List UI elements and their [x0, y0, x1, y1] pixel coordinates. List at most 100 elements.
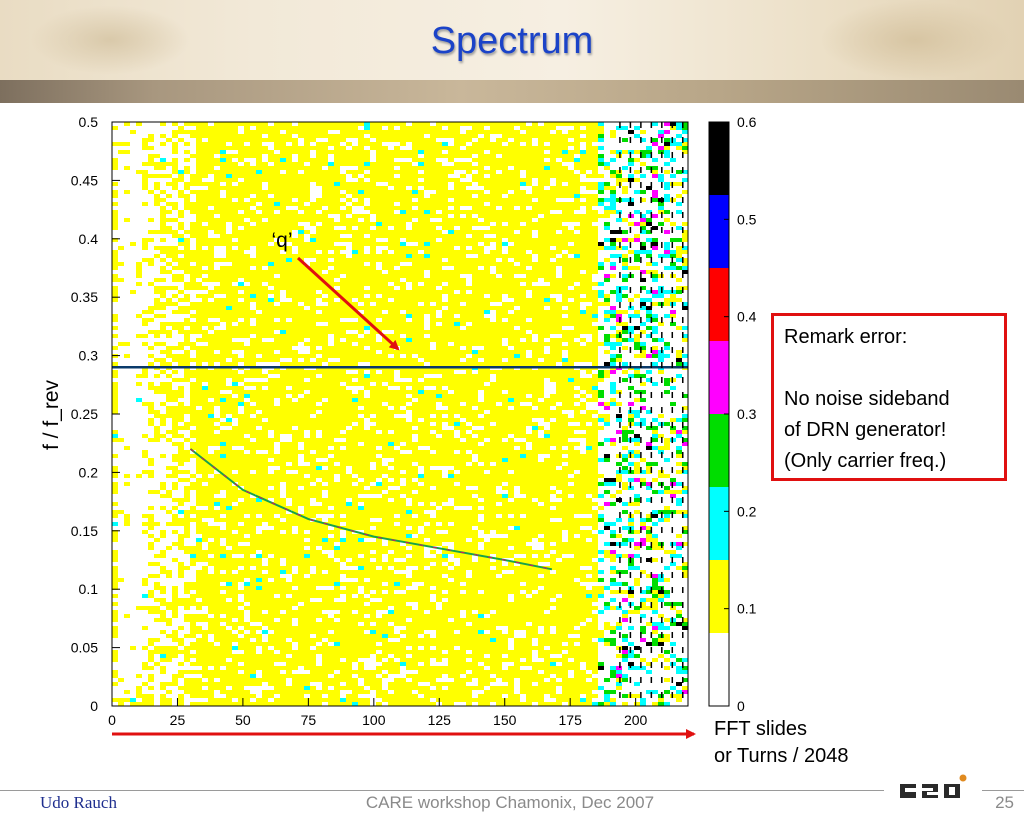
heatmap-cell — [202, 242, 208, 246]
heatmap-cell — [334, 682, 340, 686]
heatmap-cell — [370, 634, 376, 638]
heatmap-cell — [214, 474, 220, 478]
heatmap-cell — [178, 242, 184, 246]
heatmap-cell — [328, 538, 334, 542]
heatmap-cell — [196, 662, 202, 666]
heatmap-cell — [244, 522, 250, 526]
heatmap-cell — [298, 322, 304, 326]
heatmap-cell — [340, 518, 346, 522]
heatmap-cell — [256, 546, 262, 550]
heatmap-cell — [172, 674, 178, 678]
heatmap-cell — [310, 170, 316, 174]
heatmap-cell — [202, 502, 208, 506]
heatmap-cell — [190, 418, 196, 422]
heatmap-cell — [298, 130, 304, 134]
heatmap-cell — [286, 190, 292, 194]
heatmap-cell — [226, 570, 232, 574]
heatmap-cell — [256, 178, 262, 182]
heatmap-cell — [352, 410, 358, 414]
heatmap-cell — [280, 590, 286, 594]
heatmap-cell — [364, 166, 370, 170]
heatmap-cell — [268, 378, 274, 382]
heatmap-cell — [316, 362, 322, 366]
heatmap-cell — [226, 510, 232, 514]
heatmap-cell — [214, 358, 220, 362]
heatmap-cell — [262, 662, 268, 666]
heatmap-cell — [286, 422, 292, 426]
heatmap-cell — [394, 338, 400, 342]
heatmap-cell — [304, 218, 310, 222]
heatmap-cell — [382, 314, 388, 318]
heatmap-cell — [214, 138, 220, 142]
heatmap-cell — [370, 386, 376, 390]
heatmap-cell — [316, 622, 322, 626]
heatmap-cell — [262, 670, 268, 674]
heatmap-cell — [196, 398, 202, 402]
heatmap-cell — [112, 254, 118, 258]
heatmap-cell — [340, 162, 346, 166]
heatmap-cell — [334, 270, 340, 274]
heatmap-cell — [244, 382, 250, 386]
heatmap-cell — [364, 622, 370, 626]
heatmap-cell — [334, 466, 340, 470]
heatmap-cell — [112, 474, 118, 478]
heatmap-cell — [220, 314, 226, 318]
heatmap-cell — [208, 378, 214, 382]
heatmap-cell — [370, 322, 376, 326]
heatmap-cell — [250, 486, 256, 490]
heatmap-cell — [388, 294, 394, 298]
heatmap-cell — [226, 362, 232, 366]
heatmap-cell — [238, 546, 244, 550]
heatmap-cell — [394, 350, 400, 354]
heatmap-cell — [304, 498, 310, 502]
heatmap-cell — [400, 410, 406, 414]
heatmap-cell — [208, 562, 214, 566]
heatmap-cell — [244, 270, 250, 274]
heatmap-cell — [148, 694, 154, 698]
heatmap-cell — [370, 190, 376, 194]
heatmap-cell — [184, 294, 190, 298]
heatmap-cell — [298, 398, 304, 402]
heatmap-cell — [148, 382, 154, 386]
heatmap-cell — [250, 614, 256, 618]
heatmap-cell — [310, 322, 316, 326]
heatmap-cell — [226, 158, 232, 162]
heatmap-cell — [124, 446, 130, 450]
heatmap-cell — [370, 262, 376, 266]
heatmap-cell — [316, 318, 322, 322]
heatmap-cell — [280, 158, 286, 162]
heatmap-cell — [310, 674, 316, 678]
heatmap-cell — [112, 538, 118, 542]
heatmap-cell — [382, 434, 388, 438]
heatmap-cell — [208, 574, 214, 578]
heatmap-cell — [382, 326, 388, 330]
heatmap-cell — [400, 190, 406, 194]
heatmap-cell — [322, 598, 328, 602]
heatmap-cell — [220, 554, 226, 558]
heatmap-cell — [262, 210, 268, 214]
heatmap-cell — [268, 594, 274, 598]
heatmap-cell — [352, 214, 358, 218]
heatmap-cell — [238, 690, 244, 694]
heatmap-cell — [196, 438, 202, 442]
heatmap-cell — [256, 386, 262, 390]
heatmap-cell — [142, 702, 148, 706]
heatmap-cell — [334, 314, 340, 318]
heatmap-cell — [328, 662, 334, 666]
heatmap-cell — [220, 266, 226, 270]
heatmap-cell — [250, 678, 256, 682]
heatmap-cell — [370, 210, 376, 214]
heatmap-cell — [196, 590, 202, 594]
heatmap-cell — [190, 330, 196, 334]
heatmap-cell — [148, 514, 154, 518]
heatmap-cell — [304, 362, 310, 366]
heatmap-cell — [388, 322, 394, 326]
heatmap-cell — [400, 694, 406, 698]
heatmap-cell — [334, 342, 340, 346]
heatmap-cell — [298, 374, 304, 378]
heatmap-cell — [274, 682, 280, 686]
heatmap-cell — [214, 666, 220, 670]
heatmap-cell — [334, 294, 340, 298]
heatmap-cell — [322, 538, 328, 542]
heatmap-cell — [148, 386, 154, 390]
